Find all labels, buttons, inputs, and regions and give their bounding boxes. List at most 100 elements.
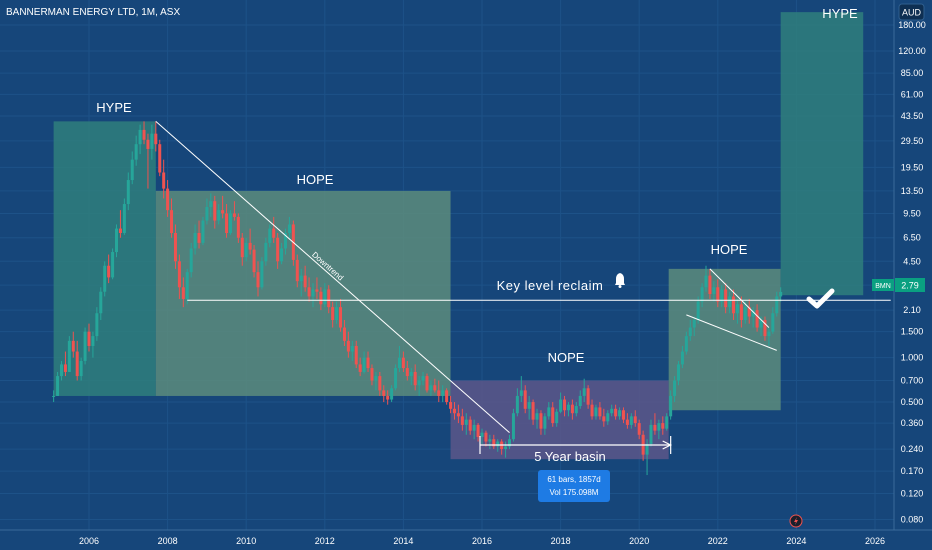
candle-body: [582, 388, 586, 396]
wedge-upper-line[interactable]: [709, 268, 770, 328]
last-price-ticker-badge: [872, 279, 894, 291]
candle-body: [574, 406, 578, 414]
candle-body: [185, 272, 189, 299]
zone-box-hype: [780, 12, 864, 296]
candle-body: [311, 289, 315, 297]
candle-body: [409, 371, 413, 377]
candle-body: [319, 291, 323, 305]
candle-body: [79, 360, 83, 377]
x-tick-label: 2012: [315, 536, 335, 546]
y-tick-label: 85.00: [901, 68, 924, 78]
candle-body: [374, 376, 378, 381]
downtrend-line[interactable]: [155, 120, 510, 434]
candle-body: [480, 432, 484, 437]
candle-body: [508, 439, 512, 447]
candle-body: [193, 233, 197, 249]
drawn-lines: [155, 120, 891, 434]
y-tick-label: 61.00: [901, 89, 924, 99]
candle-body: [370, 368, 374, 381]
candle-body: [130, 159, 134, 181]
candle-body: [350, 345, 354, 352]
candle-body: [342, 327, 346, 341]
candle-body: [397, 357, 401, 369]
candle-body: [559, 399, 563, 412]
candle-body: [103, 265, 107, 292]
candle-body: [189, 248, 193, 273]
candle-body: [63, 364, 67, 372]
candle-body: [551, 407, 555, 424]
candle-body: [248, 242, 252, 250]
candle-body: [154, 133, 158, 145]
currency-label: AUD: [902, 8, 922, 18]
candle-body: [712, 287, 716, 295]
x-tick-label: 2016: [472, 536, 492, 546]
x-tick-label: 2020: [629, 536, 649, 546]
checkmark-icon: [806, 288, 835, 309]
candle-body: [346, 340, 350, 352]
candle-body: [724, 289, 728, 308]
symbol-title: BANNERMAN ENERGY LTD, 1M, ASX: [6, 7, 180, 18]
x-tick-label: 2024: [786, 536, 806, 546]
candle-body: [566, 404, 570, 411]
candle-body: [236, 216, 240, 238]
candle-body: [437, 390, 441, 396]
y-tick-label: 0.120: [901, 488, 924, 498]
candle-body: [118, 228, 122, 234]
candle-body: [661, 423, 665, 429]
candle-body: [716, 287, 720, 302]
candle-body: [460, 416, 464, 425]
candle-body: [59, 364, 63, 377]
candle-body: [747, 307, 751, 317]
y-tick-label: 1.500: [901, 327, 924, 337]
candle-body: [382, 390, 386, 396]
y-tick-label: 2.10: [903, 305, 921, 315]
basin-range: [479, 436, 673, 454]
candle-body: [303, 275, 307, 288]
candle-body: [354, 345, 358, 365]
candle-body: [366, 357, 370, 369]
currency-badge[interactable]: [898, 3, 925, 21]
candle-body: [405, 368, 409, 377]
candle-body: [625, 419, 629, 425]
wedge-lower-line[interactable]: [686, 314, 777, 351]
zone-label-hype: HYPE: [96, 100, 132, 115]
y-tick-label: 43.50: [901, 111, 924, 121]
candle-body: [138, 129, 142, 145]
candle-body: [56, 376, 60, 396]
zone-label-hope: HOPE: [297, 172, 334, 187]
candle-body: [280, 248, 284, 262]
candle-body: [91, 336, 95, 346]
candle-body: [496, 441, 500, 447]
candle-body: [751, 310, 755, 317]
candle-body: [197, 233, 201, 243]
y-tick-label: 13.50: [901, 186, 924, 196]
candle-body: [358, 364, 362, 372]
candle-body: [433, 385, 437, 391]
bell-icon[interactable]: [615, 273, 625, 288]
candle-body: [743, 307, 747, 320]
candle-body: [315, 289, 319, 292]
candle-body: [83, 331, 87, 361]
candle-body: [547, 407, 551, 417]
candle-body: [386, 395, 390, 400]
candle-body: [519, 390, 523, 396]
y-tick-label: 4.50: [903, 256, 921, 266]
candle-body: [240, 237, 244, 258]
candle-body: [739, 304, 743, 320]
candle-body: [657, 423, 661, 431]
candle-body: [170, 210, 174, 234]
candle-body: [610, 408, 614, 414]
candle-body: [441, 390, 445, 396]
lightning-icon[interactable]: [789, 514, 803, 528]
candle-body: [488, 439, 492, 442]
last-price-badge: [895, 278, 925, 292]
candle-body: [268, 228, 272, 243]
time-axis[interactable]: 2006 2008 2010 2012 2014 2016 2018 2020 2022 2024…: [79, 536, 885, 546]
candle-body: [134, 144, 138, 160]
candle-body: [614, 408, 618, 417]
y-tick-label: 1.000: [901, 353, 924, 363]
price-axis[interactable]: 180.00 120.00 85.00 61.00 43.50 29.50 19.50 13.…: [898, 20, 926, 524]
candle-body: [539, 413, 543, 429]
candle-body: [775, 296, 779, 314]
